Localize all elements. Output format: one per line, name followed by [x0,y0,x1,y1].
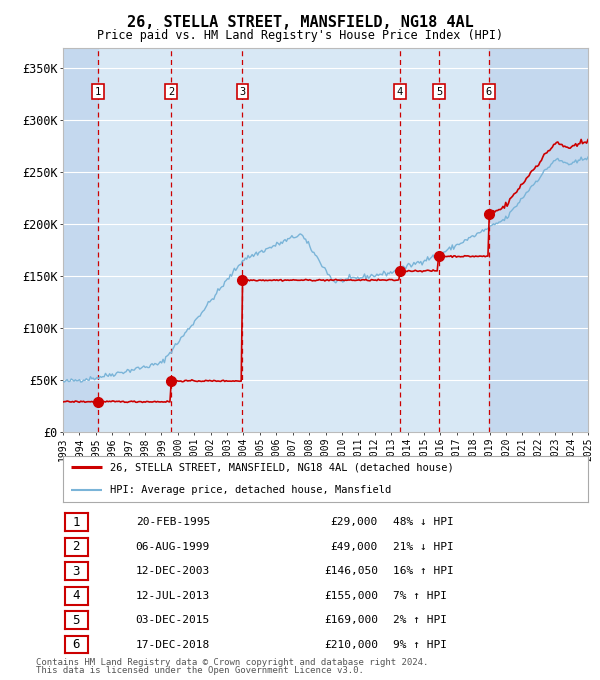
Text: 1: 1 [95,87,101,97]
Text: 9% ↑ HPI: 9% ↑ HPI [393,640,447,649]
Text: 7% ↑ HPI: 7% ↑ HPI [393,591,447,600]
Text: 2: 2 [73,540,80,554]
Text: 12-DEC-2003: 12-DEC-2003 [136,566,210,576]
Bar [63,48,98,432]
Text: £155,000: £155,000 [324,591,378,600]
Text: 17-DEC-2018: 17-DEC-2018 [136,640,210,649]
Text: £146,050: £146,050 [324,566,378,576]
Text: £29,000: £29,000 [331,517,378,527]
Text: 6: 6 [486,87,492,97]
Text: 20-FEB-1995: 20-FEB-1995 [136,517,210,527]
Text: 03-DEC-2015: 03-DEC-2015 [136,615,210,625]
Text: Contains HM Land Registry data © Crown copyright and database right 2024.: Contains HM Land Registry data © Crown c… [36,658,428,667]
Text: 5: 5 [436,87,442,97]
Bar [489,48,588,432]
Text: 26, STELLA STREET, MANSFIELD, NG18 4AL (detached house): 26, STELLA STREET, MANSFIELD, NG18 4AL (… [110,462,454,472]
Text: 3: 3 [239,87,245,97]
Text: 5: 5 [73,613,80,627]
Text: 16% ↑ HPI: 16% ↑ HPI [393,566,454,576]
Text: 4: 4 [73,589,80,602]
Text: 3: 3 [73,564,80,578]
Text: 06-AUG-1999: 06-AUG-1999 [136,542,210,551]
Text: This data is licensed under the Open Government Licence v3.0.: This data is licensed under the Open Gov… [36,666,364,675]
Text: 6: 6 [73,638,80,651]
Text: £169,000: £169,000 [324,615,378,625]
Text: 26, STELLA STREET, MANSFIELD, NG18 4AL: 26, STELLA STREET, MANSFIELD, NG18 4AL [127,15,473,30]
Text: 2: 2 [168,87,174,97]
Text: 4: 4 [397,87,403,97]
Text: HPI: Average price, detached house, Mansfield: HPI: Average price, detached house, Mans… [110,486,392,495]
Text: 2% ↑ HPI: 2% ↑ HPI [393,615,447,625]
Text: 48% ↓ HPI: 48% ↓ HPI [393,517,454,527]
Text: £210,000: £210,000 [324,640,378,649]
Text: 12-JUL-2013: 12-JUL-2013 [136,591,210,600]
Text: 1: 1 [73,515,80,529]
Text: £49,000: £49,000 [331,542,378,551]
Text: Price paid vs. HM Land Registry's House Price Index (HPI): Price paid vs. HM Land Registry's House … [97,29,503,42]
Text: 21% ↓ HPI: 21% ↓ HPI [393,542,454,551]
